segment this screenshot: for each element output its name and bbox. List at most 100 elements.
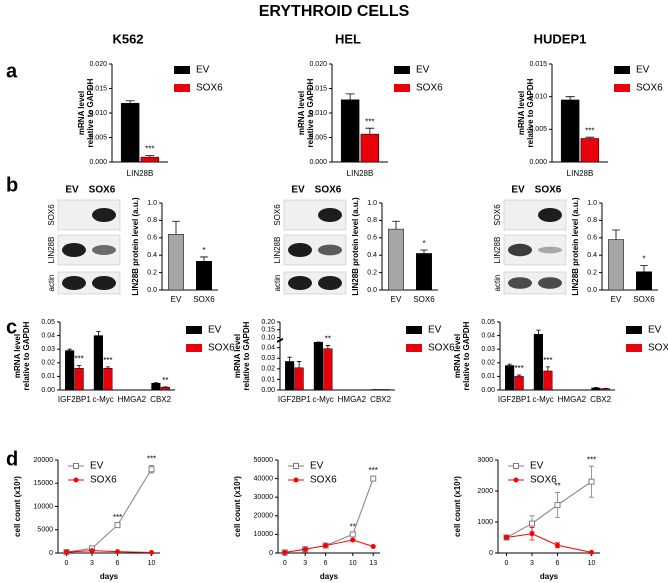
point [349, 531, 356, 538]
y-tick-label: 0 [489, 550, 493, 557]
y-tick-label: 0.20 [261, 319, 275, 326]
x-tick-label: CBX2 [370, 395, 391, 404]
legend-swatch [614, 66, 630, 74]
blot-row-label: actin [493, 275, 502, 292]
x-tick-label: 13 [369, 560, 377, 567]
x-tick-label: 3 [530, 560, 534, 567]
blot-row-label: SOX6 [493, 204, 502, 226]
y-tick-label: 0.03 [481, 346, 495, 353]
x-tick-label: 0 [505, 560, 509, 567]
legend-label: EV [310, 461, 324, 472]
y-tick-label: 0.015 [89, 85, 107, 92]
x-tick-label: CBX2 [150, 395, 171, 404]
blot-band [318, 208, 342, 222]
bar [313, 341, 323, 391]
blot-band [62, 276, 86, 290]
y-tick-label: 0.03 [261, 355, 275, 362]
legend-label: EV [196, 65, 210, 76]
blot-row-label: LIN28B [493, 237, 502, 264]
series-line [66, 469, 152, 553]
significance: * [642, 255, 645, 264]
bar [160, 387, 170, 391]
point [302, 546, 308, 552]
x-tick-label: 6 [324, 560, 328, 567]
y-axis-label: cell count (x10³) [233, 476, 242, 537]
error-bar [287, 356, 292, 362]
x-tick-label: LIN28B [567, 169, 594, 178]
blot-band [92, 208, 116, 222]
x-tick-label: c-Myc [532, 395, 553, 404]
bar [600, 388, 610, 391]
axis-break [276, 337, 284, 342]
error-bar [76, 365, 82, 369]
x-tick-label: 0 [65, 560, 69, 567]
legend-label: EV [530, 461, 544, 472]
column-header: HUDEP1 [534, 31, 587, 46]
error-bar [612, 229, 620, 240]
significance: * [202, 246, 205, 255]
x-tick-label: LIN28B [347, 169, 374, 178]
legend-marker [73, 463, 79, 469]
legend-marker [513, 477, 519, 483]
y-tick-label: 0.4 [587, 252, 597, 259]
error-bar [640, 265, 648, 272]
y-tick-label: 0.02 [41, 360, 55, 367]
y-tick-label: 0.6 [147, 235, 157, 242]
point [370, 475, 377, 482]
bar [543, 370, 553, 391]
axis-break [276, 338, 284, 343]
panel-letter: c [6, 316, 17, 338]
bar [168, 234, 184, 291]
error-bar [565, 96, 575, 100]
blot-band [538, 246, 562, 254]
y-axis-label: relative to GAPDH [462, 321, 471, 390]
bar [580, 138, 600, 163]
error-bar [536, 329, 541, 335]
significance: *** [543, 356, 552, 365]
y-axis-label: relative to GAPDH [306, 78, 315, 147]
y-axis-label: mRNA level [233, 334, 242, 378]
x-tick-label: 10 [349, 560, 357, 567]
y-tick-label: 0.03 [41, 346, 55, 353]
legend-marker [293, 463, 299, 469]
point [589, 549, 594, 555]
bar [323, 348, 333, 391]
point [323, 543, 329, 549]
y-axis-label: mRNA level [453, 334, 462, 378]
point [115, 549, 120, 555]
y-tick-label: 0.10 [261, 334, 275, 341]
legend-swatch [406, 326, 422, 334]
series-line [284, 539, 374, 553]
y-tick-label: 0.2 [367, 269, 377, 276]
y-tick-label: 10000 [34, 503, 54, 510]
y-tick-label: 0.005 [529, 126, 547, 133]
y-tick-label: 0.04 [481, 332, 495, 339]
significance: *** [365, 117, 374, 126]
x-axis-label: days [100, 572, 119, 581]
bar [285, 361, 295, 391]
bar [636, 271, 652, 291]
panel-letter: d [6, 448, 18, 470]
legend-label: SOX6 [428, 343, 455, 354]
y-axis-label: mRNA level [297, 91, 306, 135]
y-tick-label: 0.04 [261, 345, 275, 352]
blot-panel [57, 199, 121, 231]
bar [560, 99, 580, 163]
y-tick-label: 0.8 [587, 217, 597, 224]
point [149, 550, 154, 556]
legend-label: SOX6 [416, 83, 443, 94]
y-axis-label: relative to GAPDH [242, 321, 251, 390]
bar [608, 239, 624, 291]
y-tick-label: 0.02 [261, 366, 275, 373]
legend-label: EV [416, 65, 430, 76]
significance: ** [554, 482, 560, 491]
y-tick-label: 0.000 [89, 159, 107, 166]
column-header: K562 [112, 31, 143, 46]
blot-band [288, 276, 312, 290]
point [588, 478, 595, 485]
x-tick-label: 10 [148, 560, 156, 567]
y-tick-label: 0.8 [367, 217, 377, 224]
bar [120, 102, 140, 163]
y-tick-label: 1.0 [587, 200, 597, 207]
